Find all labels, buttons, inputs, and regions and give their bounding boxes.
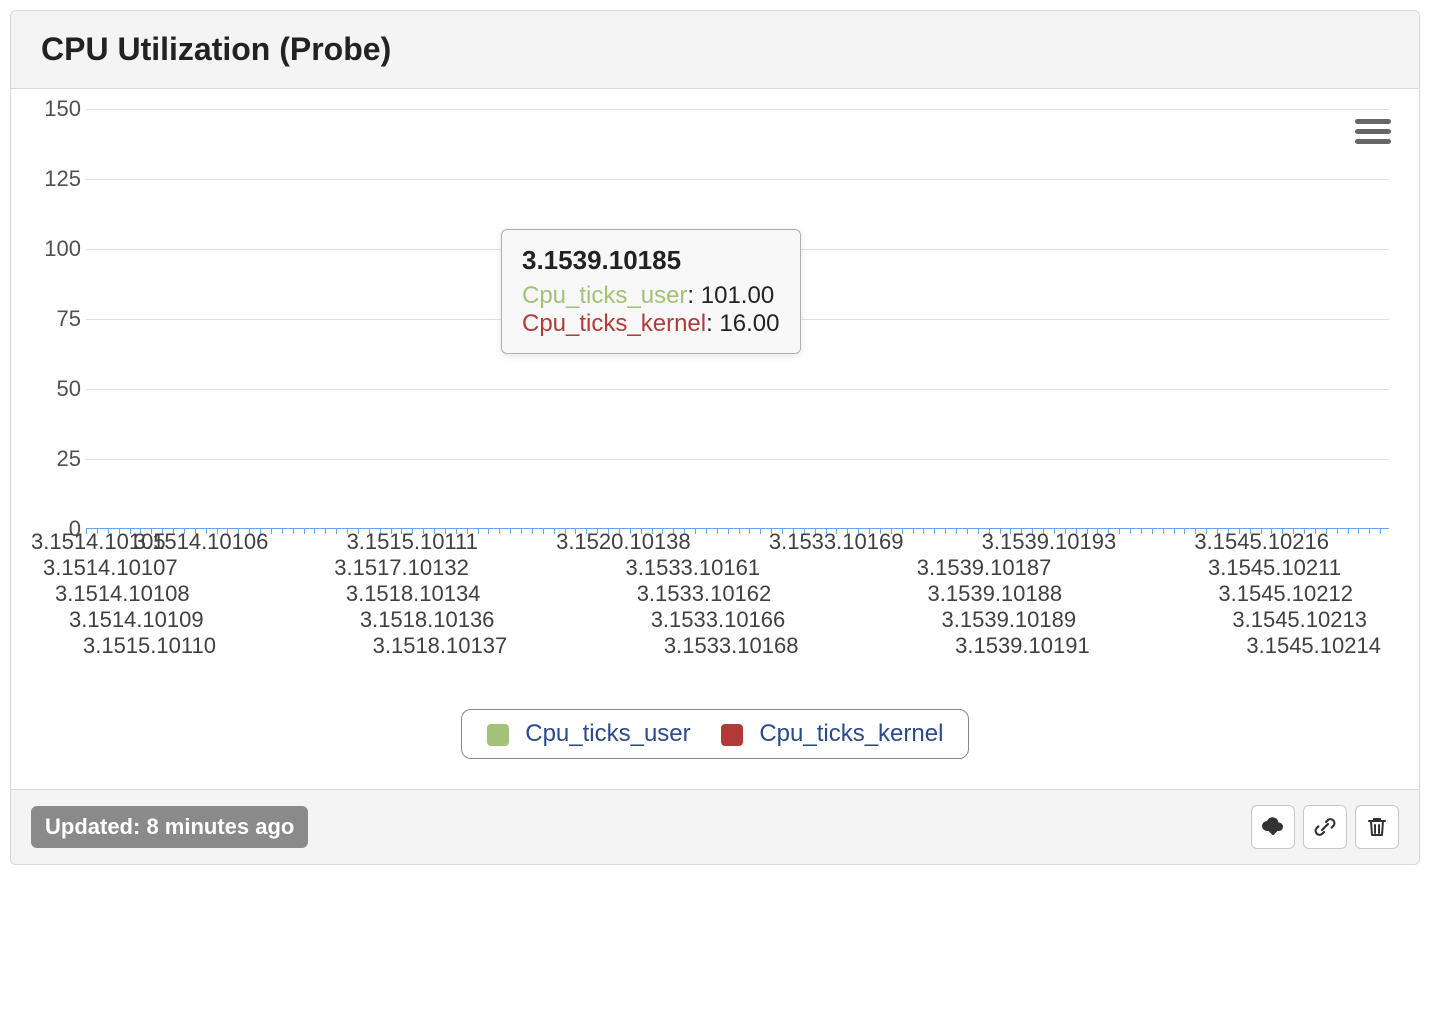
x-axis-label: 3.1533.10161 bbox=[626, 555, 761, 581]
download-button[interactable] bbox=[1251, 805, 1295, 849]
legend-label-kernel: Cpu_ticks_kernel bbox=[759, 720, 943, 747]
y-tick-label: 50 bbox=[31, 376, 81, 402]
x-axis-label: 3.1533.10162 bbox=[637, 581, 772, 607]
x-axis-label: 3.1545.10212 bbox=[1218, 581, 1353, 607]
y-tick-label: 150 bbox=[31, 96, 81, 122]
y-tick-label: 125 bbox=[31, 166, 81, 192]
x-axis-label: 3.1514.10109 bbox=[69, 607, 204, 633]
x-axis-label: 3.1545.10216 bbox=[1194, 529, 1329, 555]
x-axis-label: 3.1533.10166 bbox=[651, 607, 786, 633]
x-axis-labels: 3.1514.101053.1514.101063.1515.101113.15… bbox=[31, 529, 1389, 694]
x-axis-label: 3.1517.10132 bbox=[334, 555, 469, 581]
x-axis-label: 3.1520.10138 bbox=[556, 529, 691, 555]
x-axis-label: 3.1539.10187 bbox=[917, 555, 1052, 581]
x-axis-label: 3.1533.10168 bbox=[664, 633, 799, 659]
chart-tooltip: 3.1539.10185 Cpu_ticks_user: 101.00Cpu_t… bbox=[501, 229, 801, 354]
legend-item-kernel[interactable]: Cpu_ticks_kernel bbox=[721, 720, 944, 748]
x-axis-label: 3.1545.10213 bbox=[1232, 607, 1367, 633]
legend-label-user: Cpu_ticks_user bbox=[525, 720, 690, 747]
chart-panel: CPU Utilization (Probe) 0255075100125150… bbox=[10, 10, 1420, 865]
y-tick-label: 100 bbox=[31, 236, 81, 262]
legend-swatch-user bbox=[487, 724, 509, 746]
tooltip-row: Cpu_ticks_kernel: 16.00 bbox=[522, 310, 780, 338]
delete-button[interactable] bbox=[1355, 805, 1399, 849]
chart-plot-area: 0255075100125150 3.1539.10185 Cpu_ticks_… bbox=[86, 109, 1389, 529]
x-axis-label: 3.1514.10108 bbox=[55, 581, 190, 607]
panel-header: CPU Utilization (Probe) bbox=[11, 11, 1419, 89]
x-axis-label: 3.1518.10137 bbox=[373, 633, 508, 659]
x-axis-label: 3.1518.10134 bbox=[346, 581, 481, 607]
tooltip-title: 3.1539.10185 bbox=[522, 245, 780, 276]
x-axis-label: 3.1545.10214 bbox=[1246, 633, 1381, 659]
legend-item-user[interactable]: Cpu_ticks_user bbox=[487, 720, 691, 748]
footer-buttons bbox=[1251, 805, 1399, 849]
panel-title: CPU Utilization (Probe) bbox=[41, 31, 1389, 68]
trash-icon bbox=[1365, 815, 1389, 839]
x-axis-label: 3.1533.10169 bbox=[769, 529, 904, 555]
x-axis-label: 3.1545.10211 bbox=[1208, 555, 1341, 581]
link-button[interactable] bbox=[1303, 805, 1347, 849]
y-axis: 0255075100125150 bbox=[31, 109, 81, 529]
x-axis-label: 3.1515.10111 bbox=[347, 529, 478, 555]
download-cloud-icon bbox=[1261, 815, 1285, 839]
panel-footer: Updated: 8 minutes ago bbox=[11, 789, 1419, 864]
updated-badge: Updated: 8 minutes ago bbox=[31, 806, 308, 848]
tooltip-rows: Cpu_ticks_user: 101.00Cpu_ticks_kernel: … bbox=[522, 282, 780, 338]
x-axis-label: 3.1514.10107 bbox=[43, 555, 178, 581]
y-tick-label: 25 bbox=[31, 446, 81, 472]
x-axis-label: 3.1539.10188 bbox=[928, 581, 1063, 607]
x-axis-label: 3.1539.10191 bbox=[955, 633, 1090, 659]
tooltip-row: Cpu_ticks_user: 101.00 bbox=[522, 282, 780, 310]
x-axis-label: 3.1514.10106 bbox=[134, 529, 269, 555]
x-axis-label: 3.1539.10189 bbox=[942, 607, 1077, 633]
y-tick-label: 75 bbox=[31, 306, 81, 332]
chart-area: 0255075100125150 3.1539.10185 Cpu_ticks_… bbox=[11, 89, 1419, 789]
x-axis-label: 3.1515.10110 bbox=[83, 633, 216, 659]
legend-swatch-kernel bbox=[721, 724, 743, 746]
link-icon bbox=[1313, 815, 1337, 839]
x-axis-label: 3.1518.10136 bbox=[360, 607, 495, 633]
x-axis-label: 3.1539.10193 bbox=[982, 529, 1117, 555]
chart-legend: Cpu_ticks_user Cpu_ticks_kernel bbox=[461, 709, 970, 759]
